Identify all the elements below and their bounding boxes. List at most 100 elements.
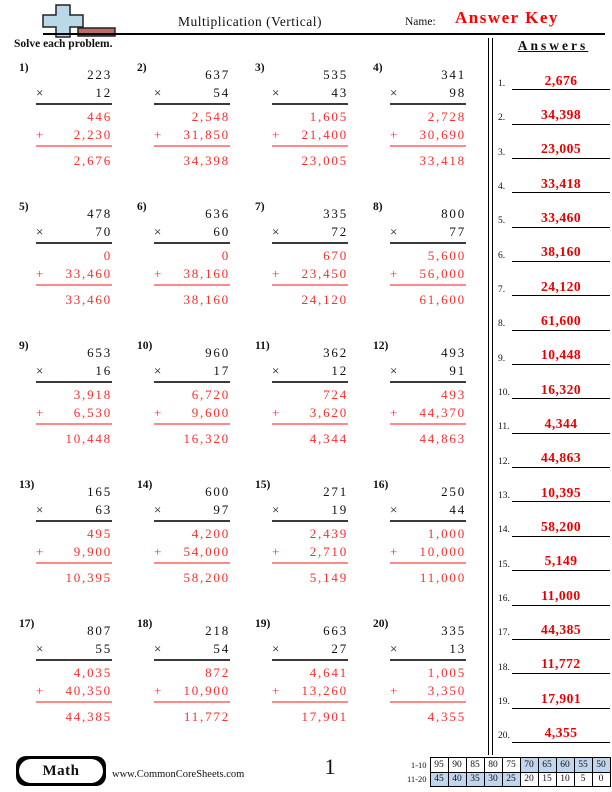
score-row-label: 1-10 [410,759,427,770]
problem-number: 3) [255,62,265,74]
problem-number: 17) [19,618,35,630]
partial-product-1-row: 5,600 [390,244,466,264]
partial-product-2: 54,000 [183,544,230,559]
partial-product-1: 446 [87,109,112,124]
problem-1: 1) 223 × 12 446 +2,230 2,676 [14,58,132,197]
score-cell: 40 [447,771,467,787]
multiplicand-row: 600 [154,480,230,500]
problem-16: 16) 250 × 44 1,000 +10,000 11,000 [368,475,486,614]
answer-value: 10,448 [512,347,610,366]
problem-10: 10) 960 × 17 6,720 +9,600 16,320 [132,336,250,475]
plus-icon: + [154,544,162,559]
result-row: 5,149 [272,564,348,586]
partial-product-2: 2,710 [309,544,348,559]
subject-label: Math [19,759,103,783]
problem-17: 17) 807 × 55 4,035 +40,350 44,385 [14,614,132,753]
problem-work: 535 × 43 1,605 +21,400 23,005 [272,63,348,169]
partial-product-2: 56,000 [419,266,466,281]
partial-product-1: 0 [221,248,230,263]
problem-number: 12) [373,340,389,352]
answer-value: 44,863 [512,450,610,469]
multiplier: 12 [95,85,112,100]
multiplicand: 637 [205,67,230,82]
multiplicand-row: 800 [390,202,466,222]
multiplier-row: × 72 [272,222,348,244]
problem-number: 4) [373,62,383,74]
product-result: 4,344 [309,431,348,446]
multiplicand: 165 [87,484,112,499]
answer-number: 12. [498,456,510,467]
score-cell: 70 [519,757,539,773]
problem-work: 271 × 19 2,439 +2,710 5,149 [272,480,348,586]
problem-number: 7) [255,201,265,213]
plus-icon: + [272,405,280,420]
result-row: 11,000 [390,564,466,586]
problem-work: 165 × 63 495 +9,900 10,395 [36,480,112,586]
times-icon: × [36,502,44,517]
partial-product-2-row: +31,850 [154,125,230,147]
multiplicand-row: 653 [36,341,112,361]
score-cell: 65 [537,757,557,773]
answer-number: 4. [498,181,506,192]
result-row: 23,005 [272,147,348,169]
partial-product-2: 23,450 [301,266,348,281]
instructions-text: Solve each problem. [14,38,113,50]
answer-row-18: 18. 11,772 [496,640,610,675]
partial-product-1-row: 493 [390,383,466,403]
product-result: 34,398 [183,153,230,168]
answer-value: 10,395 [512,485,610,503]
answer-row-11: 11. 4,344 [496,399,610,434]
multiplier-row: × 12 [272,361,348,383]
result-row: 33,418 [390,147,466,169]
partial-product-1-row: 2,548 [154,105,230,125]
score-cell: 50 [591,757,611,773]
product-result: 33,460 [65,292,112,307]
multiplier: 44 [449,502,466,517]
result-row: 33,460 [36,286,112,308]
answer-number: 7. [498,284,506,295]
problem-work: 335 × 13 1,005 +3,350 4,355 [390,619,466,725]
multiplier-row: × 27 [272,639,348,661]
multiplier-row: × 16 [36,361,112,383]
score-row-label: 11-20 [406,774,427,785]
multiplier-row: × 60 [154,222,230,244]
plus-icon: + [154,127,162,142]
multiplier: 17 [213,363,230,378]
multiplier: 91 [449,363,466,378]
multiplier: 12 [331,363,348,378]
problem-12: 12) 493 × 91 493 +44,370 44,863 [368,336,486,475]
plus-icon: + [272,266,280,281]
multiplicand: 335 [323,206,348,221]
problem-3: 3) 535 × 43 1,605 +21,400 23,005 [250,58,368,197]
score-cell: 95 [429,757,449,773]
times-icon: × [154,224,162,239]
plus-icon: + [36,266,44,281]
partial-product-1-row: 4,200 [154,522,230,542]
multiplicand: 271 [323,484,348,499]
times-icon: × [390,85,398,100]
result-row: 61,600 [390,286,466,308]
problem-number: 16) [373,479,389,491]
problem-19: 19) 663 × 27 4,641 +13,260 17,901 [250,614,368,753]
result-row: 16,320 [154,425,230,447]
multiplicand: 478 [87,206,112,221]
multiplicand: 493 [441,345,466,360]
answers-divider [488,38,493,755]
product-result: 11,772 [183,709,230,724]
multiplier: 54 [213,85,230,100]
product-result: 5,149 [309,570,348,585]
multiplicand: 535 [323,67,348,82]
answer-row-6: 6. 38,160 [496,228,610,263]
product-result: 2,676 [73,153,112,168]
answer-row-15: 15. 5,149 [496,537,610,572]
answer-row-20: 20. 4,355 [496,709,610,743]
product-result: 4,355 [427,709,466,724]
multiplicand-row: 335 [390,619,466,639]
multiplier: 13 [449,641,466,656]
answers-list: 1. 2,676 2. 34,398 3. 23,005 4. 33,418 5. 33,460 6… [496,56,610,743]
multiplicand-row: 478 [36,202,112,222]
answer-key-label: Answer Key [455,8,559,27]
partial-product-1: 6,720 [191,387,230,402]
multiplier-row: × 12 [36,83,112,105]
partial-product-2-row: +40,350 [36,681,112,703]
